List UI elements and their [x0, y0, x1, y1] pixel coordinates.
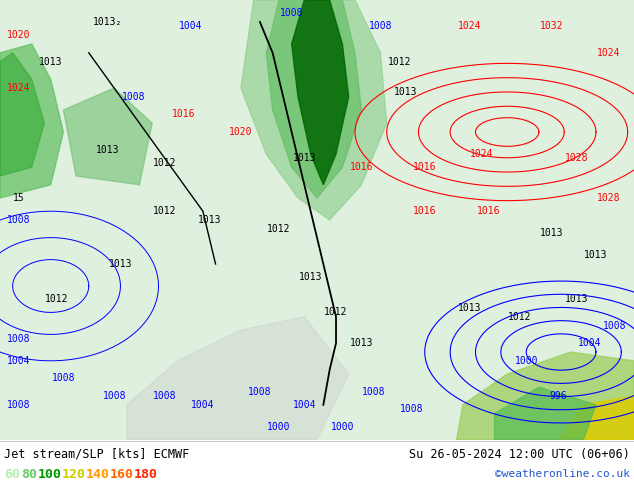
- Text: 80: 80: [21, 467, 37, 481]
- Text: 1008: 1008: [7, 400, 31, 410]
- Text: 1016: 1016: [413, 162, 437, 172]
- Text: 996: 996: [549, 391, 567, 401]
- Text: 1013: 1013: [394, 87, 418, 98]
- Polygon shape: [456, 352, 634, 440]
- Text: 1008: 1008: [7, 215, 31, 225]
- Text: 1000: 1000: [514, 356, 538, 366]
- Text: 1012: 1012: [153, 158, 177, 168]
- Text: 1028: 1028: [565, 153, 589, 163]
- Text: Su 26-05-2024 12:00 UTC (06+06): Su 26-05-2024 12:00 UTC (06+06): [409, 447, 630, 461]
- Text: 100: 100: [38, 467, 62, 481]
- Text: 1024: 1024: [470, 149, 494, 159]
- Text: 1020: 1020: [7, 30, 31, 40]
- Text: 1008: 1008: [280, 8, 304, 18]
- Text: 1013: 1013: [108, 259, 133, 269]
- Polygon shape: [0, 53, 44, 176]
- Text: 1013: 1013: [39, 57, 63, 67]
- Text: 60: 60: [4, 467, 20, 481]
- Text: 1028: 1028: [597, 193, 621, 203]
- Polygon shape: [241, 0, 387, 220]
- Text: 1008: 1008: [121, 92, 145, 102]
- Text: 1008: 1008: [603, 320, 627, 331]
- Text: 1024: 1024: [597, 48, 621, 58]
- Text: 1000: 1000: [330, 422, 354, 432]
- Text: 1016: 1016: [349, 162, 373, 172]
- Text: 1013: 1013: [457, 303, 481, 313]
- Text: 1004: 1004: [578, 338, 602, 348]
- Text: 1012: 1012: [153, 206, 177, 216]
- Text: 15: 15: [13, 193, 25, 203]
- Text: 1012: 1012: [45, 294, 69, 304]
- Text: 180: 180: [134, 467, 158, 481]
- Text: 1004: 1004: [178, 22, 202, 31]
- Text: 1008: 1008: [362, 387, 386, 396]
- Text: 1004: 1004: [292, 400, 316, 410]
- Text: 1012: 1012: [387, 57, 411, 67]
- Text: 1012: 1012: [267, 224, 291, 234]
- Text: 1032: 1032: [540, 22, 564, 31]
- Text: 1013: 1013: [565, 294, 589, 304]
- Text: 1013: 1013: [299, 272, 323, 282]
- Text: 1008: 1008: [400, 404, 424, 414]
- Text: 140: 140: [86, 467, 110, 481]
- Polygon shape: [495, 387, 596, 440]
- Polygon shape: [0, 44, 63, 198]
- Text: 1008: 1008: [51, 373, 75, 383]
- Text: 160: 160: [110, 467, 134, 481]
- Text: 1013₂: 1013₂: [93, 17, 122, 27]
- Text: 1004: 1004: [7, 356, 31, 366]
- Polygon shape: [292, 0, 349, 185]
- Text: 1016: 1016: [476, 206, 500, 216]
- Text: 1008: 1008: [368, 22, 392, 31]
- Text: 1024: 1024: [7, 83, 31, 93]
- Polygon shape: [127, 317, 349, 440]
- Text: 120: 120: [62, 467, 86, 481]
- Text: ©weatheronline.co.uk: ©weatheronline.co.uk: [495, 469, 630, 479]
- Text: 1013: 1013: [292, 153, 316, 163]
- Text: 1013: 1013: [197, 215, 221, 225]
- Text: 1024: 1024: [457, 22, 481, 31]
- Text: Jet stream/SLP [kts] ECMWF: Jet stream/SLP [kts] ECMWF: [4, 447, 190, 461]
- Text: 1013: 1013: [349, 338, 373, 348]
- Text: 1013: 1013: [96, 145, 120, 155]
- Text: 1012: 1012: [508, 312, 532, 322]
- Text: 1012: 1012: [324, 307, 348, 318]
- Polygon shape: [558, 396, 634, 440]
- Text: 1008: 1008: [248, 387, 272, 396]
- Text: 1020: 1020: [229, 127, 253, 137]
- Polygon shape: [266, 0, 361, 198]
- Text: 1013: 1013: [584, 250, 608, 260]
- Text: 1008: 1008: [153, 391, 177, 401]
- Text: 1008: 1008: [102, 391, 126, 401]
- Text: 1016: 1016: [172, 109, 196, 120]
- Text: 1004: 1004: [191, 400, 215, 410]
- Text: 1000: 1000: [267, 422, 291, 432]
- Text: 1013: 1013: [540, 228, 564, 238]
- Text: 1016: 1016: [413, 206, 437, 216]
- Text: 1008: 1008: [7, 334, 31, 344]
- Polygon shape: [63, 88, 152, 185]
